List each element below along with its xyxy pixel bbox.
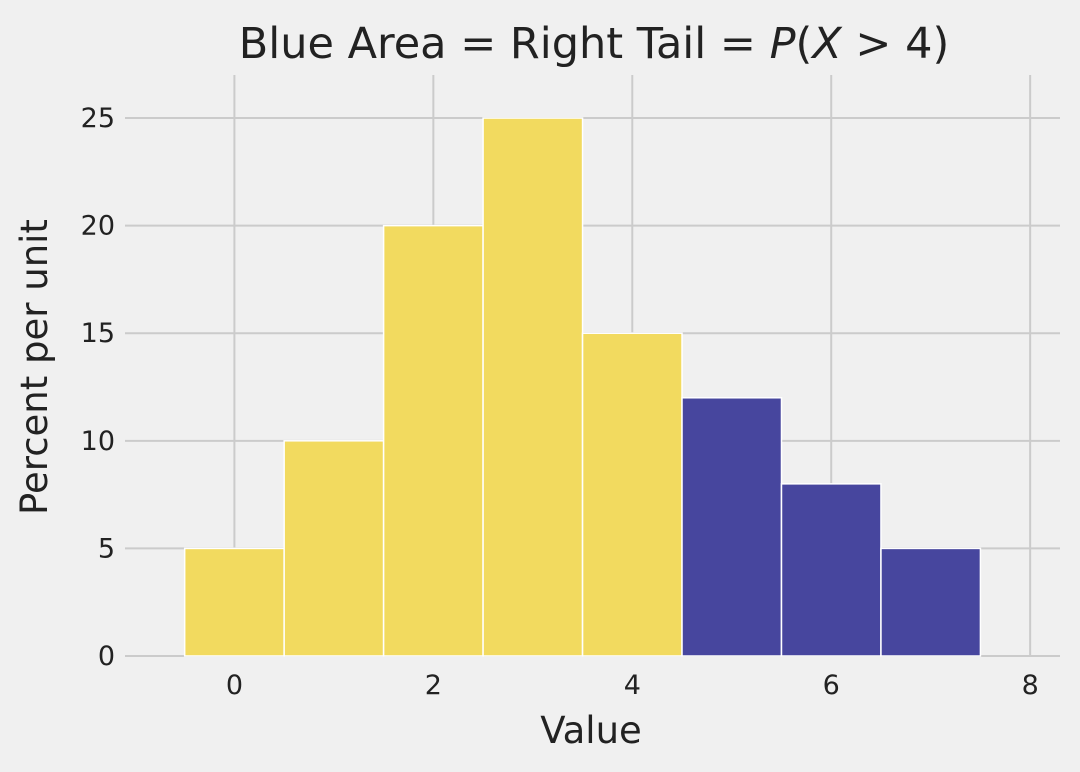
histogram-bar xyxy=(183,547,285,657)
chart-title: Blue Area = Right Tail = P(X > 4) xyxy=(239,19,950,69)
x-tick-label: 0 xyxy=(226,670,243,701)
y-tick-label: 25 xyxy=(81,103,115,134)
chart-title-operator: > 4) xyxy=(842,19,950,69)
chart-title-prefix: Blue Area = Right Tail = xyxy=(239,19,770,69)
histogram-bar-tail xyxy=(681,397,783,657)
y-tick-label: 10 xyxy=(81,426,115,457)
histogram-bar-tail xyxy=(880,547,982,657)
x-tick-label: 2 xyxy=(425,670,442,701)
x-tick-label: 8 xyxy=(1022,670,1039,701)
y-tick-label: 0 xyxy=(98,641,115,672)
chart-title-x-symbol: X xyxy=(810,19,843,69)
histogram-bars xyxy=(183,117,982,657)
histogram-bar xyxy=(581,332,683,657)
chart-title-open-paren: ( xyxy=(796,19,813,69)
histogram-bar xyxy=(283,440,385,657)
y-tick-label: 20 xyxy=(81,211,115,242)
y-tick-label: 5 xyxy=(98,533,115,564)
histogram-bar-tail xyxy=(780,483,882,657)
histogram-bar xyxy=(482,117,584,657)
x-tick-label: 4 xyxy=(624,670,641,701)
x-tick-label: 6 xyxy=(823,670,840,701)
x-axis-title: Value xyxy=(540,709,642,752)
histogram-bar xyxy=(382,224,484,657)
chart-title-p-symbol: P xyxy=(770,19,796,69)
tick-labels: 0 2 4 6 8 0 5 10 15 20 25 xyxy=(81,103,1039,701)
y-axis-title: Percent per unit xyxy=(13,219,56,515)
y-tick-label: 15 xyxy=(81,318,115,349)
